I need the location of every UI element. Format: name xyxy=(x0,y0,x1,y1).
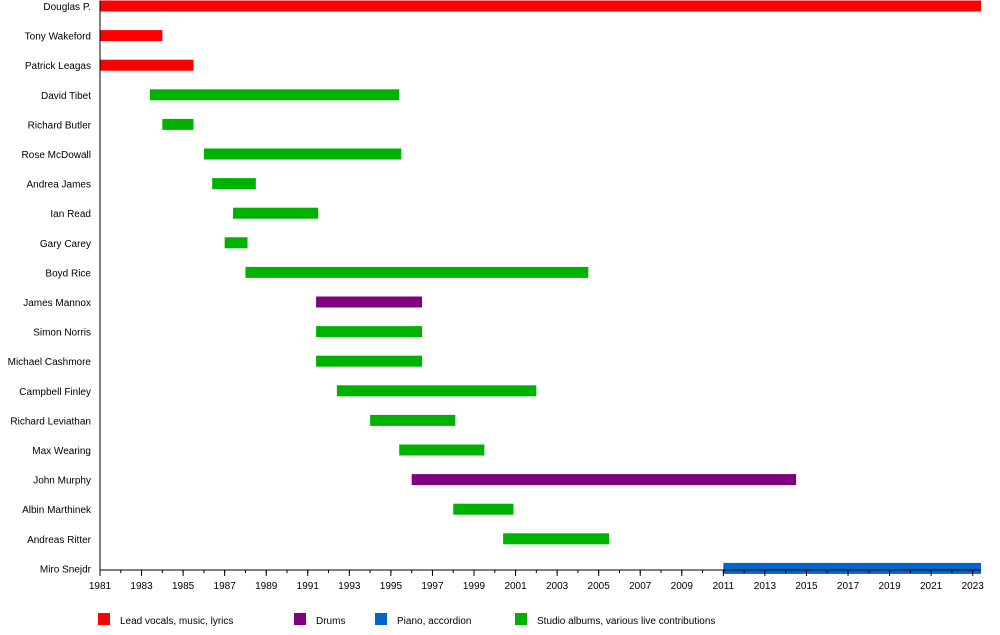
legend-swatch-piano xyxy=(375,613,387,625)
x-tick-label-1985: 1985 xyxy=(172,581,195,592)
member-label-tony-wakeford: Tony Wakeford xyxy=(25,32,91,43)
legend-swatch-studio xyxy=(515,613,527,625)
bar-michael-cashmore xyxy=(316,355,423,367)
member-label-gary-carey: Gary Carey xyxy=(40,239,91,250)
x-tick-label-2001: 2001 xyxy=(504,581,527,592)
member-label-richard-leviathan: Richard Leviathan xyxy=(10,416,91,427)
member-label-ian-read: Ian Read xyxy=(50,209,91,220)
member-label-michael-cashmore: Michael Cashmore xyxy=(8,357,92,368)
x-tick-label-1993: 1993 xyxy=(338,581,361,592)
x-axis: 1981 1983 1985 1987 1989 1991 1993 1995 1997 1999… xyxy=(89,0,985,592)
member-label-patrick-leagas: Patrick Leagas xyxy=(25,61,91,72)
x-tick-label-1995: 1995 xyxy=(380,581,403,592)
member-label-rose-mcdowall: Rose McDowall xyxy=(22,150,91,161)
legend-label-piano: Piano, accordion xyxy=(397,616,472,627)
x-tick-label-1987: 1987 xyxy=(214,581,237,592)
bar-simon-norris xyxy=(316,326,423,338)
member-label-john-murphy: John Murphy xyxy=(33,476,91,487)
member-label-david-tibet: David Tibet xyxy=(41,91,91,102)
member-label-simon-norris: Simon Norris xyxy=(33,328,91,339)
bar-tony-wakeford xyxy=(100,30,163,42)
bar-richard-butler xyxy=(162,118,194,130)
x-tick-label-2003: 2003 xyxy=(546,581,569,592)
bar-john-murphy xyxy=(411,474,797,486)
x-tick-label-1991: 1991 xyxy=(297,581,320,592)
x-tick-label-2019: 2019 xyxy=(878,581,901,592)
x-tick-label-2017: 2017 xyxy=(837,581,860,592)
bar-albin-marthinek xyxy=(453,503,514,515)
bar-patrick-leagas xyxy=(100,59,194,71)
member-label-richard-butler: Richard Butler xyxy=(28,120,92,131)
x-tick-label-1999: 1999 xyxy=(463,581,486,592)
bar-ian-read xyxy=(232,207,319,219)
bar-andreas-ritter xyxy=(503,533,610,545)
member-labels-layer: Douglas P. Tony Wakeford Patrick Leagas Dav… xyxy=(8,2,92,575)
x-tick-label-2007: 2007 xyxy=(629,581,652,592)
bar-boyd-rice xyxy=(245,266,589,278)
legend-label-lead: Lead vocals, music, lyrics xyxy=(120,616,233,627)
bar-david-tibet xyxy=(149,89,400,101)
legend-label-studio: Studio albums, various live contribution… xyxy=(537,616,715,627)
member-label-douglas-p: Douglas P. xyxy=(43,2,91,13)
legend-swatch-drums xyxy=(294,613,306,625)
x-tick-label-1983: 1983 xyxy=(130,581,153,592)
bars-layer xyxy=(100,0,981,574)
x-tick-label-1997: 1997 xyxy=(421,581,444,592)
bar-max-wearing xyxy=(399,444,485,456)
member-label-andrea-james: Andrea James xyxy=(27,180,91,191)
bar-richard-leviathan xyxy=(370,414,456,426)
x-tick-label-2023: 2023 xyxy=(962,581,985,592)
x-tick-label-2015: 2015 xyxy=(795,581,818,592)
x-tick-label-2005: 2005 xyxy=(588,581,611,592)
member-label-max-wearing: Max Wearing xyxy=(32,446,91,457)
x-tick-label-2013: 2013 xyxy=(754,581,777,592)
bar-andrea-james xyxy=(212,178,256,190)
member-label-andreas-ritter: Andreas Ritter xyxy=(27,535,92,546)
member-label-miro-snejdr: Miro Snejdr xyxy=(40,564,92,575)
legend-label-drums: Drums xyxy=(316,616,345,627)
bar-rose-mcdowall xyxy=(203,148,402,160)
x-tick-label-2009: 2009 xyxy=(671,581,694,592)
x-tick-label-1989: 1989 xyxy=(255,581,278,592)
bar-james-mannox xyxy=(316,296,423,308)
member-label-james-mannox: James Mannox xyxy=(23,298,91,309)
bar-campbell-finley xyxy=(336,385,537,397)
member-label-boyd-rice: Boyd Rice xyxy=(45,268,91,279)
x-tick-label-2011: 2011 xyxy=(713,581,735,592)
x-tick-label-2021: 2021 xyxy=(920,581,943,592)
member-label-campbell-finley: Campbell Finley xyxy=(19,387,91,398)
bar-douglas-p xyxy=(100,0,981,12)
legend: Lead vocals, music, lyrics Drums Piano, ac… xyxy=(98,613,715,627)
member-label-albin-marthinek: Albin Marthinek xyxy=(22,505,92,516)
bar-gary-carey xyxy=(224,237,248,249)
bar-miro-snejdr xyxy=(723,562,981,574)
x-tick-label-1981: 1981 xyxy=(89,581,112,592)
legend-swatch-lead xyxy=(98,613,110,625)
